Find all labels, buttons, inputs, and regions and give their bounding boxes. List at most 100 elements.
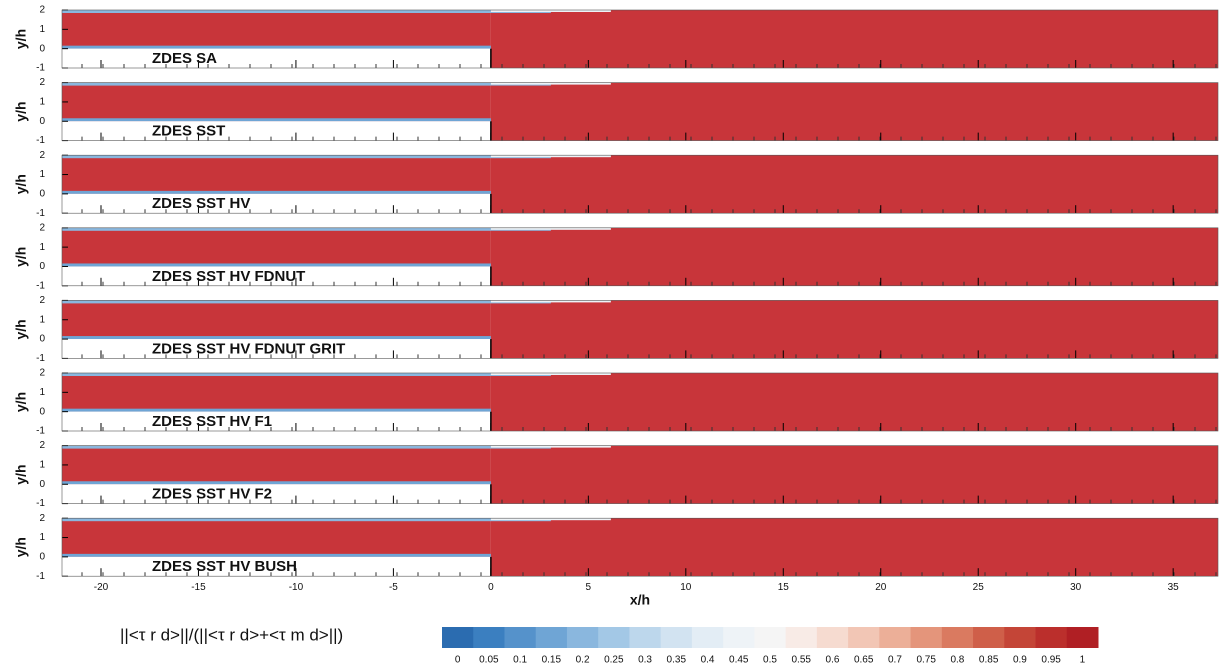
- colorbar-cell: [566, 627, 599, 648]
- wall-layer: [62, 481, 491, 485]
- colorbar-cell: [535, 627, 568, 648]
- y-tick-label: 0: [39, 406, 45, 417]
- x-tick-label: 20: [875, 582, 887, 593]
- contour-field: [62, 300, 491, 340]
- wall-layer: [490, 300, 611, 303]
- y-tick-label: 1: [39, 242, 45, 253]
- wall-layer: [62, 300, 551, 304]
- wall-layer: [62, 155, 551, 159]
- y-tick-label: 1: [39, 460, 45, 471]
- y-axis-label: y/h: [13, 537, 29, 557]
- colorbar-cell: [910, 627, 943, 648]
- wall-layer: [62, 553, 491, 557]
- colorbar-tick-label: 1: [1080, 655, 1086, 666]
- y-tick-label: 0: [39, 116, 45, 127]
- colorbar-tick-label: 0.7: [888, 655, 902, 666]
- wall-layer: [490, 445, 611, 448]
- colorbar-cell: [1035, 627, 1068, 648]
- x-tick-label: -20: [94, 582, 109, 593]
- colorbar-tick-label: 0.5: [763, 655, 777, 666]
- y-tick-label: -1: [36, 208, 45, 219]
- x-tick-label: -10: [289, 582, 304, 593]
- x-tick-label: -15: [191, 582, 206, 593]
- colorbar-tick-label: 0.75: [916, 655, 936, 666]
- colorbar-cell: [598, 627, 630, 648]
- wall-layer: [490, 227, 611, 230]
- contour-field: [490, 300, 1219, 359]
- panel-label: ZDES SST HV BUSH: [152, 558, 297, 575]
- y-tick-label: -1: [36, 63, 45, 74]
- y-axis-label: y/h: [13, 464, 29, 484]
- contour-field: [490, 227, 1219, 286]
- colorbar-tick-label: 0.85: [979, 655, 999, 666]
- colorbar-tick-label: 0.8: [950, 655, 964, 666]
- panel-frame: [61, 445, 1219, 504]
- contour-field: [62, 227, 491, 267]
- panel: -1 0 1 2 y/h ZDES SST HV FDNUT GRIT: [13, 295, 1219, 364]
- panel-label: ZDES SST HV F2: [152, 486, 272, 503]
- wall-layer: [62, 518, 551, 522]
- wall-layer: [490, 373, 611, 375]
- colorbar-tick-label: 0.05: [479, 655, 499, 666]
- wall-layer: [490, 518, 611, 521]
- colorbar-tick-label: 0.15: [542, 655, 562, 666]
- contour-field: [62, 373, 491, 412]
- y-axis-label: y/h: [13, 101, 29, 121]
- colorbar-tick-label: 0.1: [513, 655, 527, 666]
- x-tick-label: 30: [1070, 582, 1082, 593]
- y-tick-label: -1: [36, 280, 45, 291]
- step: [62, 266, 491, 286]
- colorbar-cell: [1066, 627, 1099, 648]
- y-tick-label: -1: [36, 498, 45, 509]
- y-tick-label: 2: [39, 77, 45, 88]
- colorbar-tick-label: 0.9: [1013, 655, 1027, 666]
- panel-label: ZDES SST: [152, 123, 225, 140]
- colorbar-cell: [473, 627, 505, 648]
- wall-layer: [62, 263, 491, 267]
- contour-field: [490, 445, 1219, 504]
- colorbar-cell: [879, 627, 912, 648]
- panel-frame: [61, 82, 1219, 141]
- y-tick-label: 1: [39, 314, 45, 325]
- wall-layer: [62, 445, 551, 449]
- wall-layer: [62, 45, 491, 49]
- panel-label: ZDES SST HV: [152, 195, 250, 212]
- panel-frame: [61, 9, 1219, 69]
- y-axis-label: y/h: [13, 392, 29, 412]
- y-tick-label: 2: [39, 513, 45, 524]
- y-tick-label: 2: [39, 222, 45, 233]
- contour-field: [62, 82, 491, 122]
- panel: -1 0 1 2 y/h ZDES SST HV F2: [13, 440, 1219, 509]
- step: [62, 556, 491, 577]
- wall-layer: [62, 408, 491, 412]
- x-tick-label: 0: [488, 582, 494, 593]
- colorbar-cell: [1004, 627, 1037, 648]
- colorbar-cell: [754, 627, 787, 648]
- panel: -1 0 1 2 y/h ZDES SST HV FDNUT: [13, 222, 1219, 291]
- step: [62, 48, 491, 68]
- colorbar-tick-label: 0.95: [1041, 655, 1061, 666]
- step: [62, 411, 491, 431]
- colorbar-tick-label: 0.45: [729, 655, 749, 666]
- y-tick-label: 0: [39, 261, 45, 272]
- wall-layer: [62, 82, 551, 86]
- panel-frame: [61, 154, 1219, 214]
- contour-field: [62, 518, 491, 557]
- colorbar-tick-label: 0.6: [826, 655, 840, 666]
- x-tick-label: 15: [778, 582, 790, 593]
- wall-layer: [62, 190, 491, 194]
- y-tick-label: 0: [39, 552, 45, 563]
- y-tick-label: 1: [39, 97, 45, 108]
- step: [62, 484, 491, 504]
- y-axis-label: y/h: [13, 319, 29, 339]
- colorbar-cell: [504, 627, 537, 648]
- panel-label: ZDES SST HV F1: [152, 413, 272, 430]
- panel-label: ZDES SST HV FDNUT: [152, 268, 305, 285]
- x-tick-label: 10: [680, 582, 692, 593]
- colorbar-cell: [442, 627, 474, 648]
- wall-layer: [490, 155, 611, 158]
- y-tick-label: 0: [39, 334, 45, 345]
- colorbar-tick-label: 0.4: [701, 655, 715, 666]
- colorbar-cell: [941, 627, 974, 648]
